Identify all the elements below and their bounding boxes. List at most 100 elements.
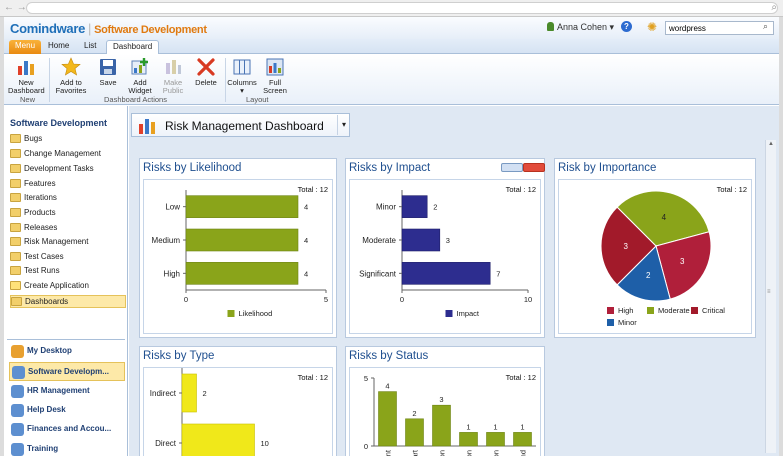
sidebar-item-dashboards[interactable]: Dashboards	[10, 295, 126, 308]
folder-icon	[10, 266, 21, 275]
delete-button[interactable]: Delete	[191, 57, 221, 87]
pie-slice	[655, 231, 712, 300]
folder-icon	[10, 179, 21, 188]
ribbon-toolbar: New Dashboard Add to Favorites Save Add Wid…	[4, 54, 779, 105]
settings-gear-icon[interactable]: ✺	[647, 20, 658, 34]
user-name: Anna Cohen	[557, 22, 608, 32]
legend-swatch	[607, 307, 614, 314]
sidebar-item-test-runs[interactable]: Test Runs	[10, 265, 126, 278]
full-screen-icon	[266, 58, 284, 76]
dashboard-header: Risk Management Dashboard ▾	[131, 113, 350, 137]
data-label: 2	[412, 409, 416, 418]
bar	[486, 432, 505, 447]
widget-close-icon[interactable]	[523, 163, 545, 172]
category-label: ...olution	[465, 450, 474, 456]
legend-label: Impact	[457, 309, 480, 318]
chart-total-label: Total : 12	[717, 185, 747, 194]
bar	[459, 432, 478, 447]
desktop-training[interactable]: Training	[9, 440, 125, 456]
category-label: ...sment	[384, 449, 393, 456]
pie-data-label: 3	[680, 257, 685, 266]
search-icon[interactable]: ⌕	[763, 21, 769, 31]
x-tick-label: 10	[524, 295, 532, 304]
sidebar-item-iterations[interactable]: Iterations	[10, 192, 126, 205]
widget-title: Risks by Status	[349, 350, 429, 362]
content-scrollbar[interactable]: ▲ ≡	[765, 140, 776, 453]
data-label: 7	[496, 269, 500, 278]
legend-swatch	[607, 319, 614, 326]
save-button[interactable]: Save	[93, 57, 123, 87]
ribbon-tabs: Menu Home List Dashboard	[4, 39, 779, 54]
bar	[401, 228, 441, 252]
sidebar-item-risk-management[interactable]: Risk Management	[10, 236, 126, 249]
add-widget-button[interactable]: Add Widget	[125, 57, 155, 95]
sidebar-item-bugs[interactable]: Bugs	[10, 133, 126, 146]
sidebar-item-products[interactable]: Products	[10, 207, 126, 220]
legend-swatch	[691, 307, 698, 314]
help-icon[interactable]: ?	[621, 21, 632, 32]
sidebar-item-create-application[interactable]: Create Application	[10, 280, 126, 293]
sidebar-item-development-tasks[interactable]: Development Tasks	[10, 163, 126, 176]
bar	[185, 228, 299, 252]
make-public-button[interactable]: Make Public	[158, 57, 188, 95]
browser-toolbar: ← → ◎ ⌕	[0, 0, 783, 17]
folder-icon	[10, 237, 21, 246]
ribbon-group-layout: Layout	[246, 95, 269, 104]
bar	[181, 373, 197, 413]
pie-slice	[616, 190, 710, 247]
category-label: Minor	[376, 203, 396, 212]
tab-home[interactable]: Home	[48, 41, 70, 50]
data-label: 3	[439, 395, 443, 404]
desktop-software-development[interactable]: Software Developm...	[9, 362, 125, 381]
category-label: Start	[411, 449, 420, 456]
chart-total-label: Total : 12	[506, 185, 536, 194]
folder-icon	[10, 252, 21, 261]
sidebar-item-releases[interactable]: Releases	[10, 222, 126, 235]
folder-icon	[10, 164, 21, 173]
desktop-hr-management[interactable]: HR Management	[9, 382, 125, 401]
data-label: 3	[446, 236, 450, 245]
tab-menu[interactable]: Menu	[9, 40, 42, 54]
widget-config-icon[interactable]	[501, 163, 523, 172]
desktops-divider	[7, 339, 125, 340]
desktop-finances[interactable]: Finances and Accou...	[9, 420, 125, 439]
chart-importance: Total : 12 4 3 2 3 High Moderate Critical Minor	[558, 179, 752, 334]
new-dashboard-icon	[18, 61, 34, 75]
legend-label: Moderate	[658, 306, 690, 315]
make-public-icon	[166, 60, 181, 74]
category-label: ...ission	[492, 450, 501, 456]
add-to-favorites-button[interactable]: Add to Favorites	[53, 57, 89, 95]
back-forward-icon[interactable]: ← → ◎	[4, 2, 39, 13]
category-label: End	[519, 450, 528, 456]
legend-label: Critical	[702, 306, 725, 315]
new-dashboard-button[interactable]: New Dashboard	[8, 57, 45, 95]
legend-label: High	[618, 306, 633, 315]
columns-button[interactable]: Columns ▾	[226, 57, 258, 95]
user-icon	[547, 22, 554, 31]
sidebar-item-test-cases[interactable]: Test Cases	[10, 251, 126, 264]
tab-dashboard[interactable]: Dashboard	[106, 40, 160, 54]
pie-slice	[616, 245, 671, 302]
desktop-my-desktop[interactable]: My Desktop	[9, 342, 125, 361]
browser-search-icon[interactable]: ⌕	[771, 2, 777, 13]
full-screen-button[interactable]: Full Screen	[260, 57, 290, 95]
search-input[interactable]	[665, 21, 774, 35]
scroll-thumb[interactable]: ≡	[767, 289, 771, 295]
logo: Comindware | Software Development	[10, 21, 207, 36]
widget-risks-by-impact: Risks by Impact Total : 12 Minor 2 Moderate…	[345, 158, 545, 338]
sidebar-item-features[interactable]: Features	[10, 178, 126, 191]
sidebar-title: Software Development	[10, 118, 108, 128]
sidebar-item-change-management[interactable]: Change Management	[10, 148, 126, 161]
tab-list[interactable]: List	[84, 41, 97, 50]
dashboard-title: Risk Management Dashboard	[165, 119, 324, 133]
category-label: ...ention	[438, 450, 447, 456]
scroll-up-icon[interactable]: ▲	[768, 141, 774, 147]
address-bar[interactable]	[26, 2, 778, 14]
type-chart-svg: Total : 12 Indirect 2 Direct 10	[150, 368, 328, 456]
desktop-help-desk[interactable]: Help Desk	[9, 401, 125, 420]
dashboard-dropdown-chevron-icon[interactable]: ▾	[337, 115, 350, 135]
folder-icon	[10, 208, 21, 217]
user-menu[interactable]: Anna Cohen ▾	[547, 22, 614, 33]
widget-title: Risks by Likelihood	[143, 162, 242, 174]
ribbon-group-dashboard-actions: Dashboard Actions	[104, 95, 167, 104]
